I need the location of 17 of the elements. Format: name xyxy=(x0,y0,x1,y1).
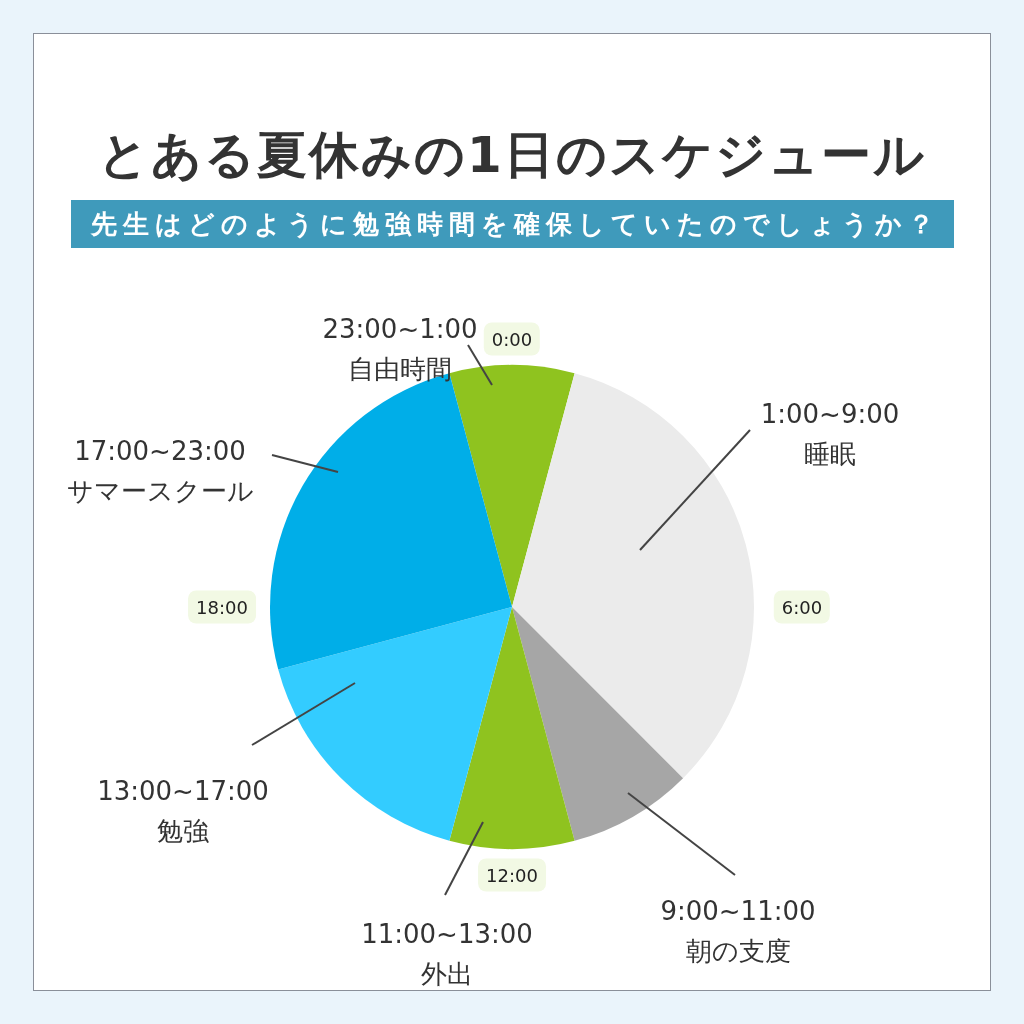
slice-label: 17:00~23:00 サマースクール xyxy=(66,436,254,506)
text: 6:00 xyxy=(773,590,831,624)
slice-label: 13:00~17:00 勉強 xyxy=(97,776,269,846)
pie-slice xyxy=(449,365,575,607)
text: 12:00 xyxy=(478,858,546,892)
chart-title: とある夏休みの1日のスケジュール xyxy=(97,125,927,186)
pie-slice xyxy=(278,607,512,841)
slice-label: 1:00~9:00 睡眠 xyxy=(760,399,900,469)
slice-label: 23:00~1:00 自由時間 xyxy=(322,314,478,384)
pie-slice xyxy=(512,373,754,779)
pie-slice xyxy=(449,607,575,849)
text: 0:00 xyxy=(483,322,541,356)
slice-label: 11:00~13:00 外出 xyxy=(361,919,533,989)
text: 18:00 xyxy=(188,590,256,624)
slice-label: 9:00~11:00 朝の支度 xyxy=(660,896,816,966)
chart-subtitle: 先生はどのように勉強時間を確保していたのでしょうか？ xyxy=(70,200,954,248)
pie-slice xyxy=(512,607,684,841)
